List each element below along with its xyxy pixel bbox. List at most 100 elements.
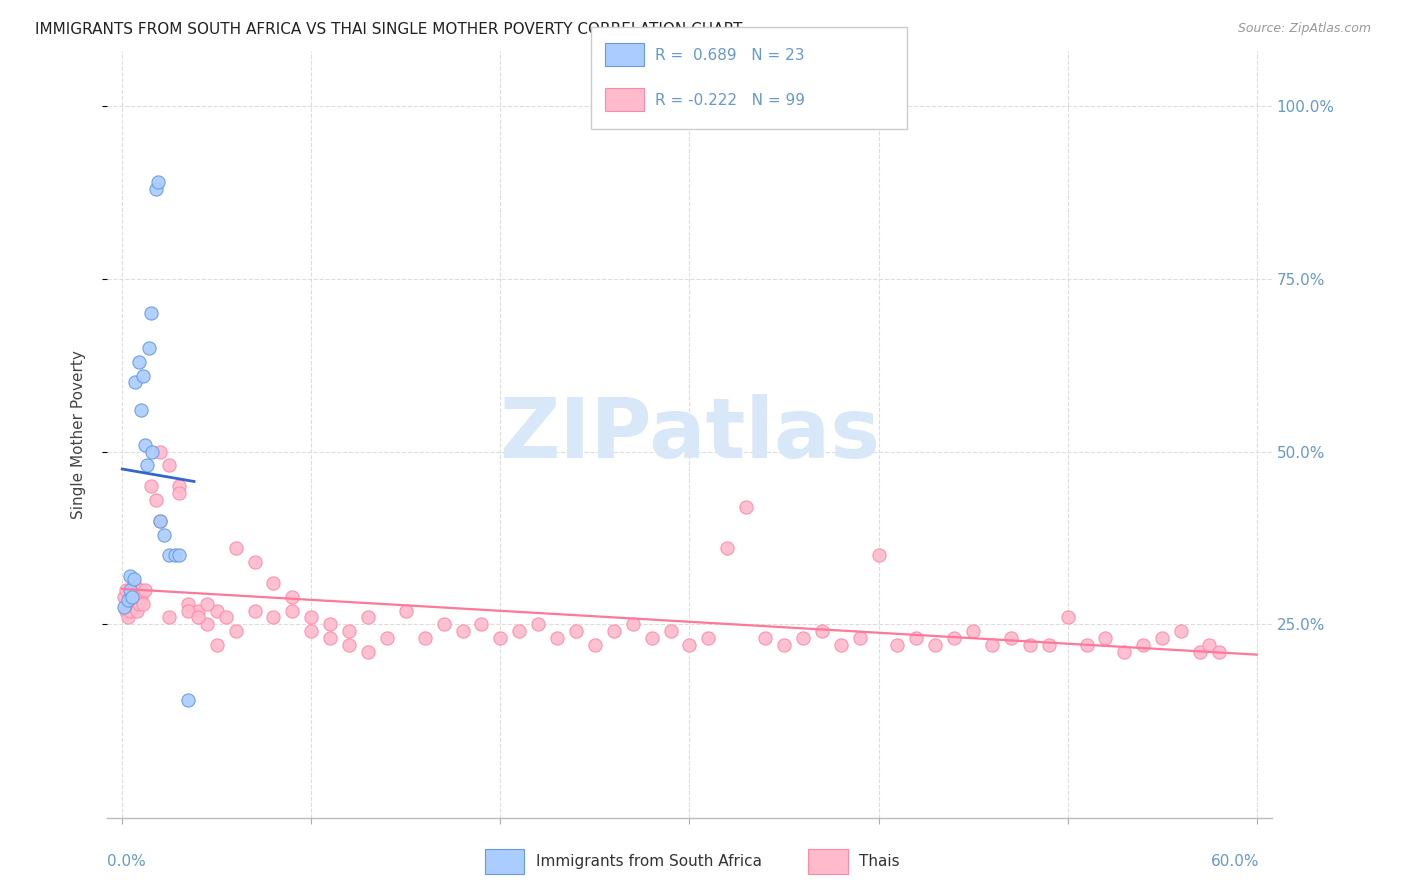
Point: [177, 597, 200, 611]
Point: [141, 444, 163, 458]
Point: [1000, 631, 1022, 645]
Point: [159, 458, 181, 473]
Point: [811, 624, 834, 639]
Point: [470, 617, 492, 632]
Point: [943, 631, 966, 645]
Point: [1208, 645, 1230, 659]
Point: [225, 541, 247, 556]
Point: [153, 527, 176, 541]
Point: [145, 182, 167, 196]
Point: [205, 603, 228, 617]
Point: [640, 631, 662, 645]
Point: [187, 610, 209, 624]
Point: [127, 590, 149, 604]
Point: [127, 603, 149, 617]
Point: [167, 486, 190, 500]
Point: [773, 638, 796, 652]
Point: [215, 610, 238, 624]
Point: [1170, 624, 1192, 639]
Point: [263, 610, 285, 624]
Point: [1132, 638, 1154, 652]
Point: [135, 458, 157, 473]
Point: [1094, 631, 1116, 645]
Point: [159, 610, 181, 624]
Point: [112, 600, 135, 615]
Point: [413, 631, 436, 645]
Point: [621, 617, 644, 632]
Point: [124, 582, 146, 597]
Point: [319, 631, 342, 645]
Point: [138, 341, 160, 355]
Point: [263, 575, 285, 590]
Point: [118, 582, 141, 597]
Point: [357, 610, 380, 624]
Point: [134, 582, 156, 597]
Point: [1038, 638, 1060, 652]
Point: [118, 603, 141, 617]
Point: [1076, 638, 1098, 652]
Point: [159, 548, 181, 562]
Point: [1152, 631, 1174, 645]
Point: [115, 603, 138, 617]
Point: [128, 597, 150, 611]
Y-axis label: Single Mother Poverty: Single Mother Poverty: [72, 350, 86, 519]
Point: [848, 631, 870, 645]
Point: [603, 624, 626, 639]
Point: [754, 631, 776, 645]
Point: [177, 693, 200, 707]
Point: [1114, 645, 1136, 659]
Text: 0.0%: 0.0%: [107, 854, 146, 869]
Point: [129, 590, 152, 604]
Point: [165, 548, 187, 562]
Point: [124, 376, 146, 390]
Point: [115, 582, 138, 597]
Point: [905, 631, 928, 645]
Point: [118, 569, 141, 583]
Point: [117, 593, 139, 607]
Text: IMMIGRANTS FROM SOUTH AFRICA VS THAI SINGLE MOTHER POVERTY CORRELATION CHART: IMMIGRANTS FROM SOUTH AFRICA VS THAI SIN…: [35, 22, 742, 37]
Point: [792, 631, 814, 645]
Text: R = -0.222   N = 99: R = -0.222 N = 99: [655, 93, 806, 108]
Point: [149, 444, 172, 458]
Point: [1018, 638, 1040, 652]
Point: [129, 403, 152, 417]
Point: [121, 597, 143, 611]
Point: [205, 638, 228, 652]
Point: [225, 624, 247, 639]
Point: [508, 624, 530, 639]
Point: [243, 555, 266, 569]
Point: [1056, 610, 1078, 624]
Point: [565, 624, 588, 639]
Point: [177, 603, 200, 617]
Point: [124, 597, 146, 611]
Point: [830, 638, 852, 652]
Point: [187, 603, 209, 617]
Point: [149, 514, 172, 528]
Point: [195, 597, 218, 611]
Point: [281, 603, 304, 617]
Point: [139, 479, 162, 493]
Point: [112, 590, 135, 604]
Point: [868, 548, 890, 562]
Point: [167, 479, 190, 493]
Point: [117, 610, 139, 624]
Text: R =  0.689   N = 23: R = 0.689 N = 23: [655, 48, 804, 63]
Point: [139, 306, 162, 320]
Point: [716, 541, 738, 556]
Point: [319, 617, 342, 632]
Text: Immigrants from South Africa: Immigrants from South Africa: [536, 855, 762, 869]
Point: [117, 597, 139, 611]
Text: 60.0%: 60.0%: [1211, 854, 1260, 869]
Point: [195, 617, 218, 632]
Point: [145, 493, 167, 508]
Point: [375, 631, 398, 645]
Point: [146, 175, 169, 189]
Point: [128, 355, 150, 369]
Point: [886, 638, 908, 652]
Point: [1198, 638, 1220, 652]
Point: [167, 548, 190, 562]
Point: [735, 500, 758, 514]
Point: [678, 638, 700, 652]
Text: Thais: Thais: [859, 855, 900, 869]
Text: ZIPatlas: ZIPatlas: [499, 393, 880, 475]
